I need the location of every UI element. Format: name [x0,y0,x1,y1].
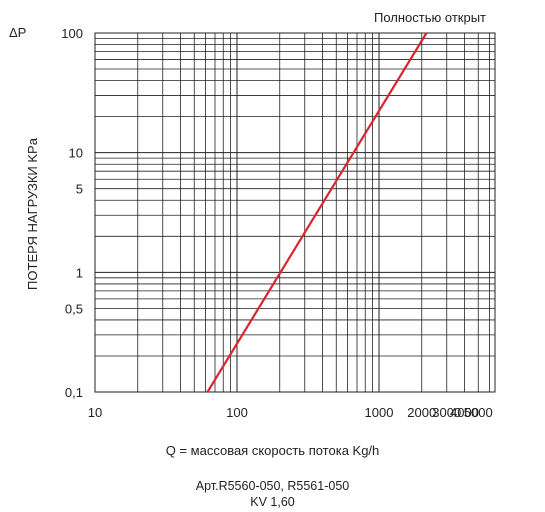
series-label-fully-open: Полностью открыт [374,10,486,25]
x-tick-label: 100 [226,405,248,420]
x-tick-label: 4000 [450,405,479,420]
y-tick-label: 0,1 [65,385,83,400]
y-axis-symbol: ΔP [9,25,26,40]
kv-value: KV 1,60 [250,495,295,509]
y-tick-labels: 100 10 5 1 0,5 0,1 [61,26,83,400]
y-tick-label: 100 [61,26,83,41]
plot-frame [94,32,496,393]
y-tick-label: 10 [69,146,83,161]
y-tick-label: 0,5 [65,301,83,316]
series-line [206,32,428,393]
y-tick-label: 1 [76,265,83,280]
y-tick-label: 5 [76,182,83,197]
chart-grid [94,33,495,393]
y-axis-label: ПОТЕРЯ НАГРУЗКИ KPa [25,137,40,290]
article-numbers: Арт.R5560-050, R5561-050 [195,479,350,493]
x-tick-label: 10 [88,405,102,420]
x-axis-label: Q = массовая скорость потока Kg/h [165,443,380,458]
x-tick-label: 1000 [365,405,394,420]
x-tick-label: 5000 [464,405,493,420]
x-tick-label: 3000 [432,405,461,420]
x-tick-label: 2000 [407,405,436,420]
series-layer [206,32,428,393]
